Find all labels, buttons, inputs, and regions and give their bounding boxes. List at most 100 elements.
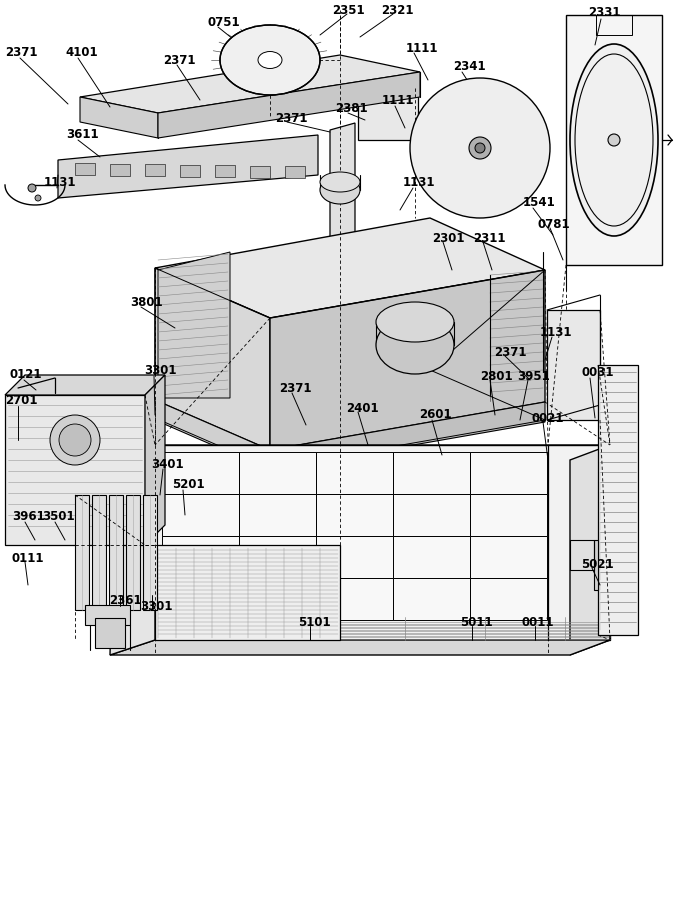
- Bar: [470, 494, 547, 536]
- Polygon shape: [155, 545, 340, 640]
- Polygon shape: [5, 375, 165, 395]
- Polygon shape: [425, 161, 474, 179]
- Ellipse shape: [376, 302, 454, 342]
- Bar: [393, 452, 470, 494]
- Ellipse shape: [320, 176, 360, 204]
- Text: 2371: 2371: [494, 346, 526, 358]
- Polygon shape: [80, 97, 158, 138]
- Text: 3501: 3501: [42, 510, 75, 524]
- Bar: [470, 536, 547, 578]
- Bar: [316, 494, 393, 536]
- Text: 3301: 3301: [144, 364, 177, 377]
- Text: 1111: 1111: [406, 41, 439, 55]
- Polygon shape: [143, 495, 157, 610]
- Polygon shape: [75, 495, 89, 610]
- Ellipse shape: [469, 137, 491, 159]
- Bar: [162, 536, 239, 578]
- Text: 2361: 2361: [109, 595, 142, 608]
- Polygon shape: [58, 135, 318, 198]
- Ellipse shape: [258, 51, 282, 68]
- Bar: [162, 578, 239, 620]
- Text: 2321: 2321: [381, 4, 414, 16]
- Bar: [239, 494, 316, 536]
- Text: 0021: 0021: [532, 411, 565, 425]
- Polygon shape: [598, 365, 638, 635]
- Bar: [239, 536, 316, 578]
- Polygon shape: [85, 605, 130, 625]
- Ellipse shape: [410, 78, 550, 218]
- Polygon shape: [155, 400, 270, 470]
- Bar: [393, 494, 470, 536]
- Bar: [239, 578, 316, 620]
- Text: 2301: 2301: [432, 231, 464, 245]
- Polygon shape: [110, 445, 155, 655]
- Polygon shape: [155, 218, 545, 318]
- Polygon shape: [468, 88, 485, 136]
- Polygon shape: [270, 402, 545, 470]
- Text: 5021: 5021: [581, 557, 613, 571]
- Text: 0111: 0111: [12, 552, 44, 564]
- Bar: [393, 578, 470, 620]
- Text: 2351: 2351: [332, 4, 365, 16]
- Ellipse shape: [608, 134, 620, 146]
- Polygon shape: [566, 15, 662, 265]
- Text: 0751: 0751: [208, 15, 241, 29]
- Polygon shape: [155, 445, 610, 640]
- Bar: [470, 452, 547, 494]
- Text: 3951: 3951: [517, 370, 550, 382]
- Text: 0011: 0011: [522, 616, 555, 628]
- Text: 2371: 2371: [163, 53, 195, 67]
- Text: 2601: 2601: [419, 409, 452, 421]
- Bar: [285, 166, 305, 178]
- Bar: [250, 166, 270, 177]
- Ellipse shape: [50, 415, 100, 465]
- Ellipse shape: [220, 25, 320, 95]
- Text: 2331: 2331: [588, 6, 621, 20]
- Polygon shape: [5, 395, 145, 545]
- Polygon shape: [95, 618, 125, 648]
- Bar: [162, 452, 239, 494]
- Bar: [215, 165, 235, 177]
- Ellipse shape: [320, 172, 360, 192]
- Text: 2801: 2801: [480, 370, 513, 382]
- Ellipse shape: [376, 316, 454, 374]
- Text: 2381: 2381: [335, 102, 367, 114]
- Polygon shape: [358, 95, 418, 140]
- Bar: [470, 578, 547, 620]
- Text: 0781: 0781: [538, 218, 571, 230]
- Ellipse shape: [475, 143, 485, 153]
- Polygon shape: [145, 375, 165, 545]
- Bar: [316, 452, 393, 494]
- Text: 3611: 3611: [66, 129, 98, 141]
- Text: 3301: 3301: [140, 600, 173, 614]
- Bar: [145, 164, 165, 176]
- Bar: [162, 494, 239, 536]
- Polygon shape: [570, 445, 610, 655]
- Bar: [75, 163, 95, 175]
- Polygon shape: [158, 252, 230, 398]
- Text: 4101: 4101: [65, 46, 98, 58]
- Polygon shape: [92, 495, 106, 610]
- Text: 2371: 2371: [5, 46, 38, 58]
- Polygon shape: [428, 113, 465, 149]
- Text: 0121: 0121: [10, 368, 42, 382]
- Text: 1541: 1541: [523, 196, 556, 210]
- Text: 3801: 3801: [130, 295, 162, 309]
- Polygon shape: [126, 495, 140, 610]
- Bar: [316, 578, 393, 620]
- Text: 0031: 0031: [581, 366, 613, 380]
- Text: 5011: 5011: [460, 616, 493, 628]
- Text: 5101: 5101: [298, 616, 331, 628]
- Polygon shape: [109, 495, 123, 610]
- Polygon shape: [330, 123, 355, 272]
- Text: 2701: 2701: [5, 393, 38, 407]
- Text: 1131: 1131: [403, 176, 435, 190]
- Polygon shape: [110, 640, 610, 655]
- Text: 2341: 2341: [453, 59, 486, 73]
- Polygon shape: [80, 55, 420, 113]
- Polygon shape: [155, 268, 270, 450]
- Polygon shape: [495, 147, 532, 183]
- Polygon shape: [115, 445, 610, 460]
- Text: 2371: 2371: [279, 382, 311, 394]
- Bar: [239, 452, 316, 494]
